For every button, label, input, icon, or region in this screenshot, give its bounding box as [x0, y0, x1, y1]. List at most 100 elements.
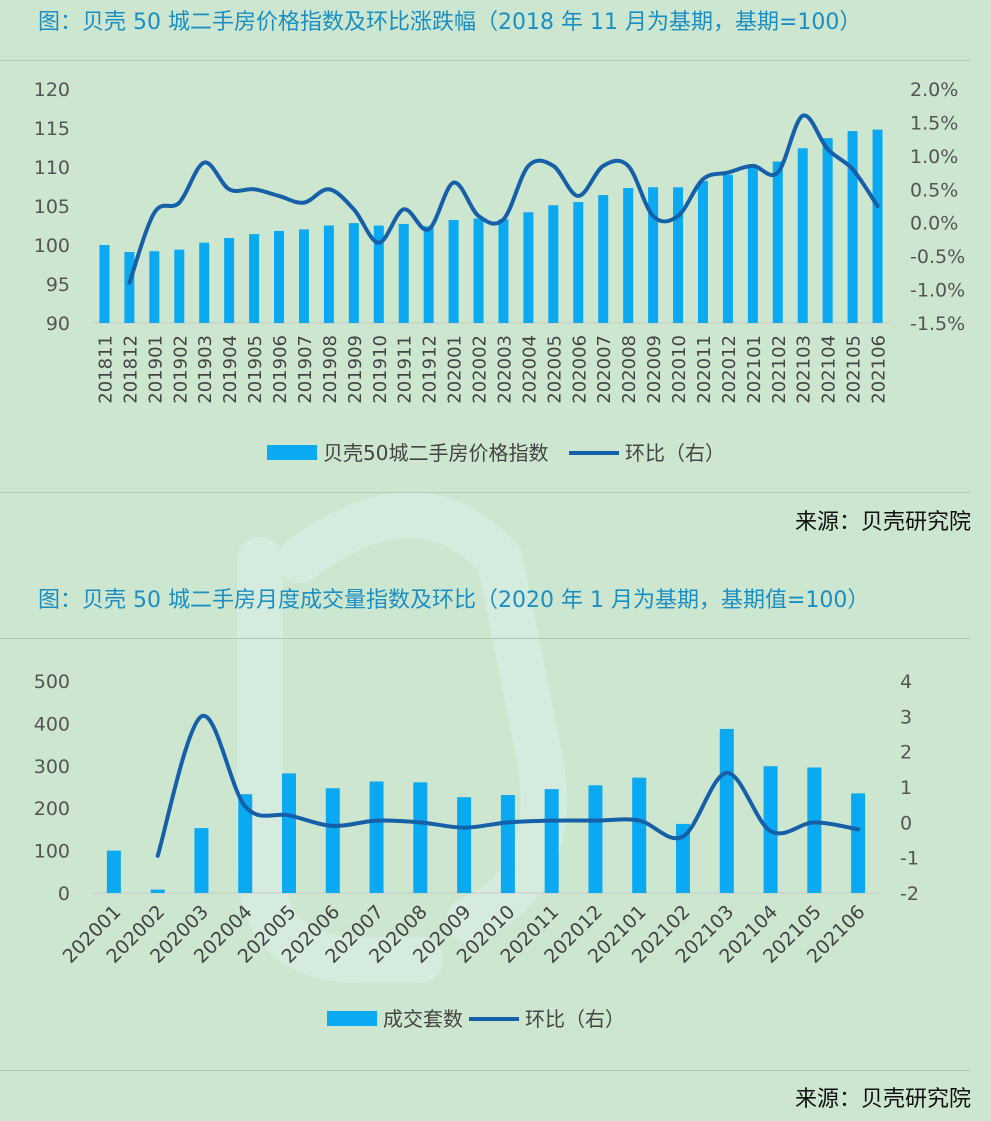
left-axis-tick-label: 200 [34, 798, 70, 820]
chart2-source: 来源：贝壳研究院 [794, 1087, 971, 1112]
bar [124, 252, 135, 323]
category-tick-label: 201907 [295, 335, 316, 404]
left-axis-tick-label: 100 [34, 235, 70, 257]
right-axis-tick-label: 0.5% [910, 179, 958, 201]
bar [747, 167, 758, 323]
category-tick-label: 202105 [844, 335, 865, 404]
right-axis-tick-label: -0.5% [910, 246, 965, 268]
right-axis-tick-label: 1.0% [910, 146, 958, 168]
chart1-source: 来源：贝壳研究院 [794, 510, 971, 535]
legend-line-label: 环比（右） [625, 441, 725, 465]
category-tick-label: 202103 [794, 335, 815, 404]
category-tick-label: 201904 [220, 335, 241, 404]
category-tick-label: 202006 [569, 335, 590, 404]
bar [448, 220, 459, 323]
category-tick-label: 202001 [445, 335, 466, 404]
category-tick-label: 201910 [370, 335, 391, 404]
right-axis-tick-label: 1 [900, 777, 912, 799]
bar [719, 728, 734, 893]
category-tick-label: 202012 [719, 335, 740, 404]
category-tick-label: 202104 [819, 335, 840, 404]
legend-line-label: 环比（右） [525, 1007, 625, 1031]
bar [722, 174, 733, 323]
legend-bar-label: 成交套数 [383, 1007, 463, 1031]
bar [199, 242, 210, 323]
category-tick-label: 201902 [170, 335, 191, 404]
bar [457, 797, 472, 893]
bar [106, 850, 121, 893]
bar [598, 195, 609, 323]
bar [194, 828, 209, 893]
category-tick-label: 201811 [95, 335, 116, 404]
right-axis-tick-label: 2 [900, 742, 912, 764]
right-axis-tick-label: -1.5% [910, 313, 965, 335]
right-axis-tick-label: 1.5% [910, 112, 958, 134]
bar [325, 788, 340, 893]
category-tick-label: 202002 [470, 335, 491, 404]
bar [274, 230, 285, 323]
category-tick-label: 202005 [544, 335, 565, 404]
bar [348, 223, 359, 323]
bar [544, 789, 559, 893]
left-axis-tick-label: 500 [34, 671, 70, 693]
category-tick-label: 201912 [420, 335, 441, 404]
bar [623, 188, 634, 323]
bar [697, 181, 708, 323]
left-axis-tick-label: 105 [34, 196, 70, 218]
left-axis-tick-label: 100 [34, 841, 70, 863]
chart2-volume-index: 500400300200100043210-1-2202001202002202… [34, 671, 919, 1031]
right-axis-tick-label: 0 [900, 812, 912, 834]
chart1-top-rule [0, 60, 971, 61]
right-axis-tick-label: -1 [900, 848, 919, 870]
left-axis-tick-label: 95 [46, 274, 70, 296]
left-axis-tick-label: 110 [34, 157, 70, 179]
category-tick-label: 202007 [594, 335, 615, 404]
bar [822, 138, 833, 323]
bar [772, 161, 783, 323]
chart1-price-index: 120 115 110 105 100 95 90 2.0% 1.5% 1.0% 0.5% 0.0% -… [34, 79, 965, 465]
bar [847, 131, 858, 323]
category-tick-label: 202106 [869, 335, 890, 404]
left-axis-tick-label: 0 [58, 883, 70, 905]
category-tick-label: 202003 [494, 335, 515, 404]
bar [676, 823, 690, 893]
bar [498, 219, 509, 323]
right-axis-tick-label: 2.0% [910, 79, 958, 101]
bar [238, 794, 253, 893]
bar [807, 767, 822, 893]
chart1-bottom-rule [0, 492, 971, 493]
right-axis-tick-label: 3 [900, 706, 912, 728]
category-tick-label: 202011 [694, 335, 715, 404]
left-axis-tick-label: 400 [34, 713, 70, 735]
category-tick-label: 201911 [395, 335, 416, 404]
legend-bar-label: 贝壳50城二手房价格指数 [323, 441, 548, 465]
bar [632, 777, 647, 893]
bar [548, 205, 559, 323]
right-axis-tick-label: 4 [900, 671, 912, 693]
category-tick-label: 202102 [769, 335, 790, 404]
legend-bar-swatch [267, 445, 317, 460]
category-tick-label: 201812 [120, 335, 141, 404]
bar [298, 229, 309, 323]
bar [224, 237, 235, 323]
bar [373, 225, 384, 323]
right-axis-tick-label: -1.0% [910, 280, 965, 302]
category-tick-label: 202009 [644, 335, 665, 404]
right-axis-tick-label: -2 [900, 883, 919, 905]
chart2-top-rule [0, 638, 971, 639]
bar [500, 795, 515, 893]
left-axis-tick-label: 120 [34, 79, 70, 101]
bar [249, 234, 260, 323]
left-axis-tick-label: 300 [34, 756, 70, 778]
bar [523, 212, 534, 323]
bar [323, 225, 334, 323]
bar [398, 223, 409, 323]
bar [797, 148, 808, 323]
category-tick-label: 201908 [320, 335, 341, 404]
bar [413, 782, 428, 893]
category-tick-label: 202010 [669, 335, 690, 404]
category-tick-label: 202004 [519, 335, 540, 404]
bar [573, 202, 584, 323]
bar [673, 187, 684, 323]
